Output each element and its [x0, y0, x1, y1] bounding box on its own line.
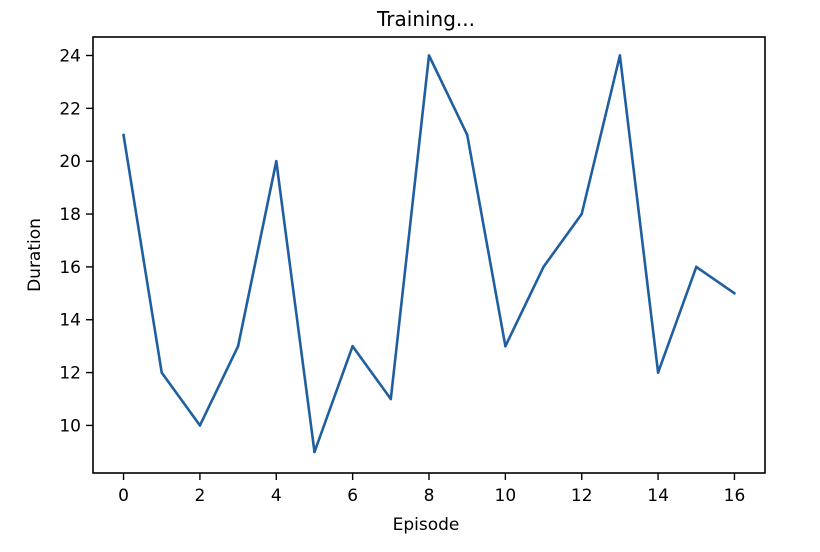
- series-layer: [122, 54, 736, 454]
- x-tick-label: 14: [647, 486, 669, 506]
- data-point: [427, 54, 431, 57]
- chart-title: Training...: [376, 7, 475, 31]
- data-point: [694, 265, 698, 269]
- data-point: [160, 371, 164, 374]
- data-point: [351, 344, 354, 348]
- y-tick-label: 16: [59, 258, 81, 278]
- y-tick-label: 18: [59, 205, 81, 225]
- data-point: [465, 133, 469, 137]
- data-point: [236, 344, 240, 348]
- x-tick-label: 2: [194, 486, 205, 506]
- y-tick-label: 12: [59, 364, 81, 384]
- x-tick-label: 10: [495, 486, 517, 506]
- x-tick-label: 8: [424, 486, 435, 506]
- x-axis-ticks: 0 2 4 6 8 10 12 14 16: [118, 473, 745, 506]
- data-point: [389, 397, 393, 401]
- y-tick-label: 14: [59, 311, 81, 331]
- x-axis-label: Episode: [393, 515, 460, 535]
- data-point: [580, 212, 584, 216]
- y-tick-label: 20: [59, 152, 81, 172]
- x-tick-label: 4: [271, 486, 282, 506]
- data-point: [313, 450, 316, 454]
- plot-frame: [92, 36, 766, 474]
- y-axis-label: Duration: [25, 218, 45, 292]
- series-line-0: [122, 54, 736, 454]
- data-point: [198, 424, 202, 427]
- y-axis-ticks: 10 12 14 16 18 20 22 24: [59, 46, 93, 436]
- data-point: [656, 371, 660, 374]
- data-point: [733, 292, 736, 295]
- y-tick-label: 24: [59, 46, 81, 66]
- y-tick-label: 22: [59, 99, 81, 119]
- plot-area: [92, 36, 766, 474]
- y-tick-label: 10: [59, 416, 81, 436]
- x-tick-label: 12: [571, 486, 593, 506]
- x-tick-label: 0: [118, 486, 129, 506]
- data-point: [274, 159, 278, 163]
- x-tick-label: 16: [724, 486, 746, 506]
- data-point: [122, 133, 125, 137]
- data-point: [504, 344, 507, 348]
- x-tick-label: 6: [347, 486, 358, 506]
- data-point: [542, 265, 545, 269]
- data-point: [618, 54, 622, 57]
